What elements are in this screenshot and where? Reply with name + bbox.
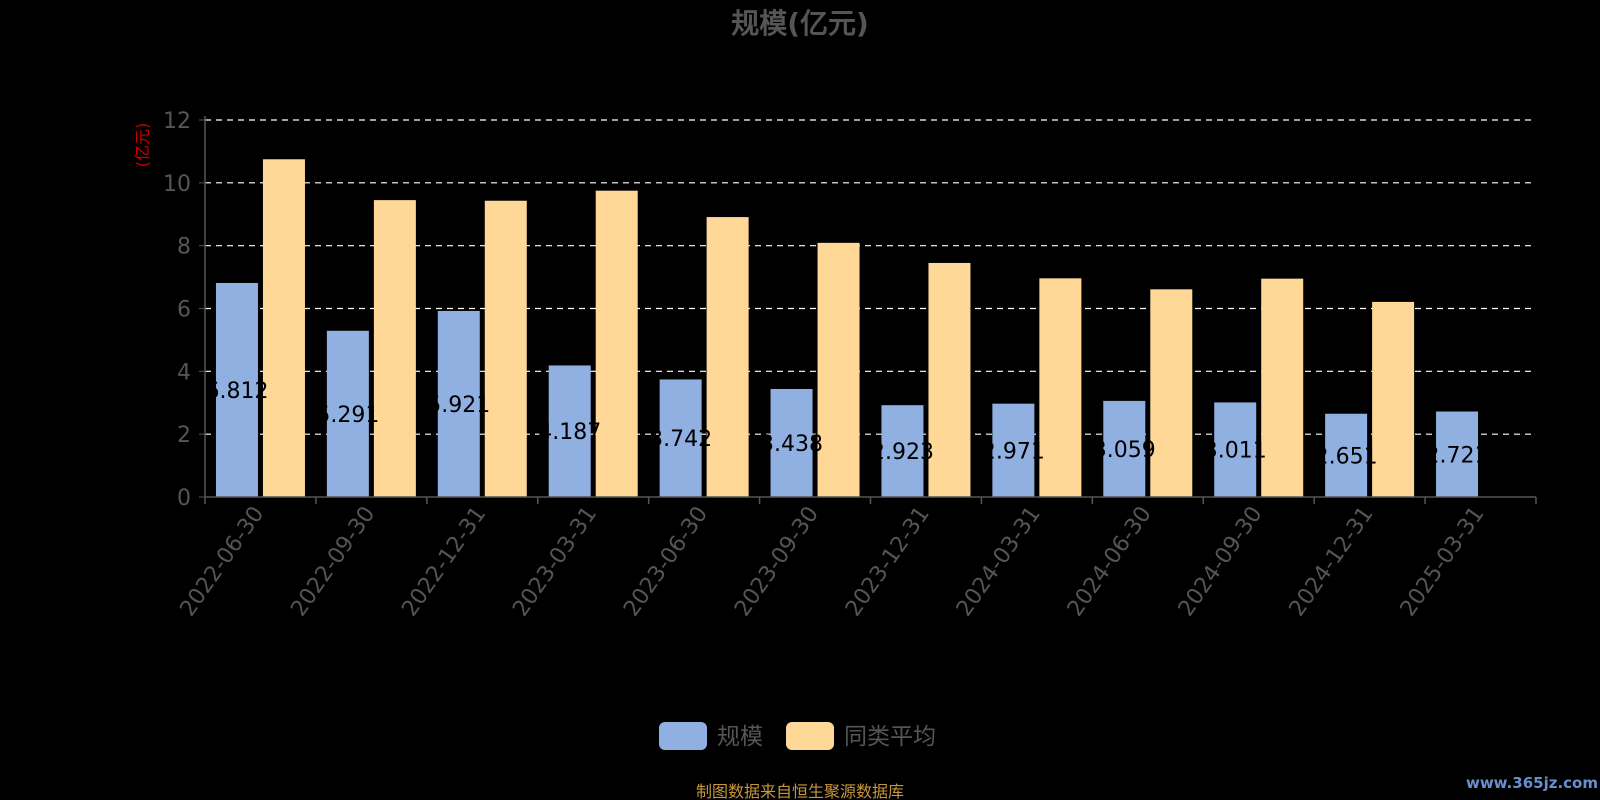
- x-tick-label: 2023-12-31: [841, 502, 935, 621]
- legend-label-0[interactable]: 规模: [717, 724, 763, 750]
- legend-swatch-0[interactable]: [659, 722, 707, 750]
- legend-label-1[interactable]: 同类平均: [844, 724, 936, 750]
- y-tick-label: 10: [163, 172, 191, 197]
- bar-peer-average-2024-06-30: [1150, 289, 1193, 497]
- bar-scale-2025-03-31: [1436, 411, 1479, 497]
- y-tick-label: 0: [177, 486, 191, 511]
- bar-peer-average-2022-06-30: [262, 159, 305, 498]
- bar-scale-2023-09-30: [770, 388, 813, 497]
- data-label-scale-2024-06-30: 3.059: [1093, 438, 1156, 463]
- data-label-scale-2023-06-30: 3.742: [649, 427, 712, 452]
- legend-swatch-1[interactable]: [786, 722, 834, 750]
- data-label-scale-2022-06-30: 6.812: [205, 379, 268, 404]
- bar-scale-2023-03-31: [548, 365, 591, 497]
- data-label-scale-2024-12-31: 2.651: [1315, 444, 1378, 469]
- data-label-scale-2022-09-30: 5.291: [316, 403, 379, 428]
- bar-layer: [215, 159, 1479, 498]
- y-tick-label: 4: [177, 360, 191, 385]
- source-note: 制图数据来自恒生聚源数据库: [695, 782, 904, 800]
- x-tick-label: 2024-12-31: [1285, 502, 1379, 621]
- x-tick-label: 2022-06-30: [176, 502, 270, 621]
- legend[interactable]: 规模 同类平均: [659, 722, 936, 750]
- chart-title: 规模(亿元): [731, 7, 869, 40]
- bar-scale-2024-12-31: [1325, 413, 1368, 497]
- x-tick-label: 2024-03-31: [952, 502, 1046, 621]
- data-label-scale-2024-03-31: 2.971: [982, 439, 1045, 464]
- y-tick-label: 2: [177, 423, 191, 448]
- bar-peer-average-2023-12-31: [928, 262, 971, 497]
- bar-peer-average-2023-03-31: [595, 190, 638, 497]
- bar-scale-2024-03-31: [992, 403, 1035, 497]
- bar-scale-2024-06-30: [1103, 400, 1146, 497]
- x-tick-label: 2023-06-30: [619, 502, 713, 621]
- y-tick-label: 12: [163, 109, 191, 134]
- x-tick-label: 2022-09-30: [286, 502, 380, 621]
- bar-scale-2024-09-30: [1214, 402, 1257, 497]
- watermark: www.365jz.com: [1465, 774, 1598, 792]
- grid-layer: [205, 119, 1536, 435]
- x-tick-label: 2024-09-30: [1174, 502, 1268, 621]
- bar-scale-2023-12-31: [881, 405, 924, 497]
- bar-peer-average-2022-12-31: [484, 200, 527, 497]
- x-tick-label: 2022-12-31: [397, 502, 491, 621]
- data-label-scale-2024-09-30: 3.011: [1204, 439, 1267, 464]
- data-label-scale-2023-03-31: 4.187: [538, 420, 601, 445]
- bar-peer-average-2024-03-31: [1039, 278, 1082, 497]
- y-axis-label: (亿元): [133, 123, 152, 168]
- data-label-scale-2023-09-30: 3.438: [760, 432, 823, 457]
- x-tick-label: 2023-09-30: [730, 502, 824, 621]
- bar-peer-average-2022-09-30: [373, 200, 416, 498]
- y-tick-label: 8: [177, 235, 191, 260]
- bar-scale-2022-09-30: [326, 330, 369, 497]
- data-label-scale-2025-03-31: 2.721: [1426, 443, 1489, 468]
- bar-peer-average-2024-12-31: [1372, 301, 1415, 497]
- x-tick-label: 2025-03-31: [1396, 502, 1490, 621]
- bar-peer-average-2023-06-30: [706, 217, 749, 497]
- bar-peer-average-2024-09-30: [1261, 278, 1304, 497]
- x-tick-label: 2024-06-30: [1063, 502, 1157, 621]
- y-tick-label: 6: [177, 298, 191, 323]
- x-tick-label: 2023-03-31: [508, 502, 602, 621]
- data-label-scale-2023-12-31: 2.923: [871, 440, 934, 465]
- bar-scale-2023-06-30: [659, 379, 702, 497]
- bar-scale-2022-12-31: [437, 310, 480, 497]
- data-label-scale-2022-12-31: 5.921: [427, 393, 490, 418]
- data-label-layer: 6.812 5.291 5.921 4.187 3.742 3.438 2.923 2.971…: [205, 379, 1488, 469]
- bar-scale-2022-06-30: [215, 282, 258, 497]
- bar-peer-average-2023-09-30: [817, 242, 860, 497]
